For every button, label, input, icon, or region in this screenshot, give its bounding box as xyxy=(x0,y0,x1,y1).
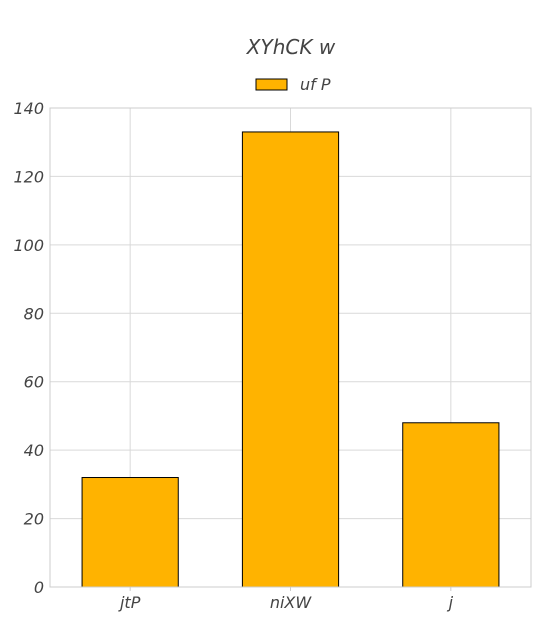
x-tick-label: j xyxy=(447,593,454,612)
bar xyxy=(402,422,500,588)
bars xyxy=(81,131,500,588)
y-tick-labels: 0 20 40 60 80 100 120 140 xyxy=(13,99,44,597)
y-tick-label: 80 xyxy=(24,304,44,323)
y-tick-label: 0 xyxy=(34,578,44,597)
x-tick-label: jtP xyxy=(118,593,141,612)
y-tick-label: 20 xyxy=(24,510,44,529)
legend-swatch xyxy=(255,78,288,91)
legend: uf P xyxy=(255,75,331,94)
bar xyxy=(241,131,340,588)
y-tick-label: 100 xyxy=(13,236,44,255)
x-tick-label: niXW xyxy=(270,593,313,612)
legend-label: uf P xyxy=(300,75,331,94)
y-tick-label: 120 xyxy=(13,167,44,186)
axes xyxy=(49,107,532,591)
x-tick-labels: jtP niXW j xyxy=(118,593,454,612)
y-tick-label: 140 xyxy=(13,99,44,118)
plot-frame xyxy=(49,107,532,588)
y-tick-label: 40 xyxy=(24,441,44,460)
y-tick-label: 60 xyxy=(24,373,44,392)
bar xyxy=(81,477,179,588)
chart-title: XYhCK w xyxy=(246,35,336,59)
